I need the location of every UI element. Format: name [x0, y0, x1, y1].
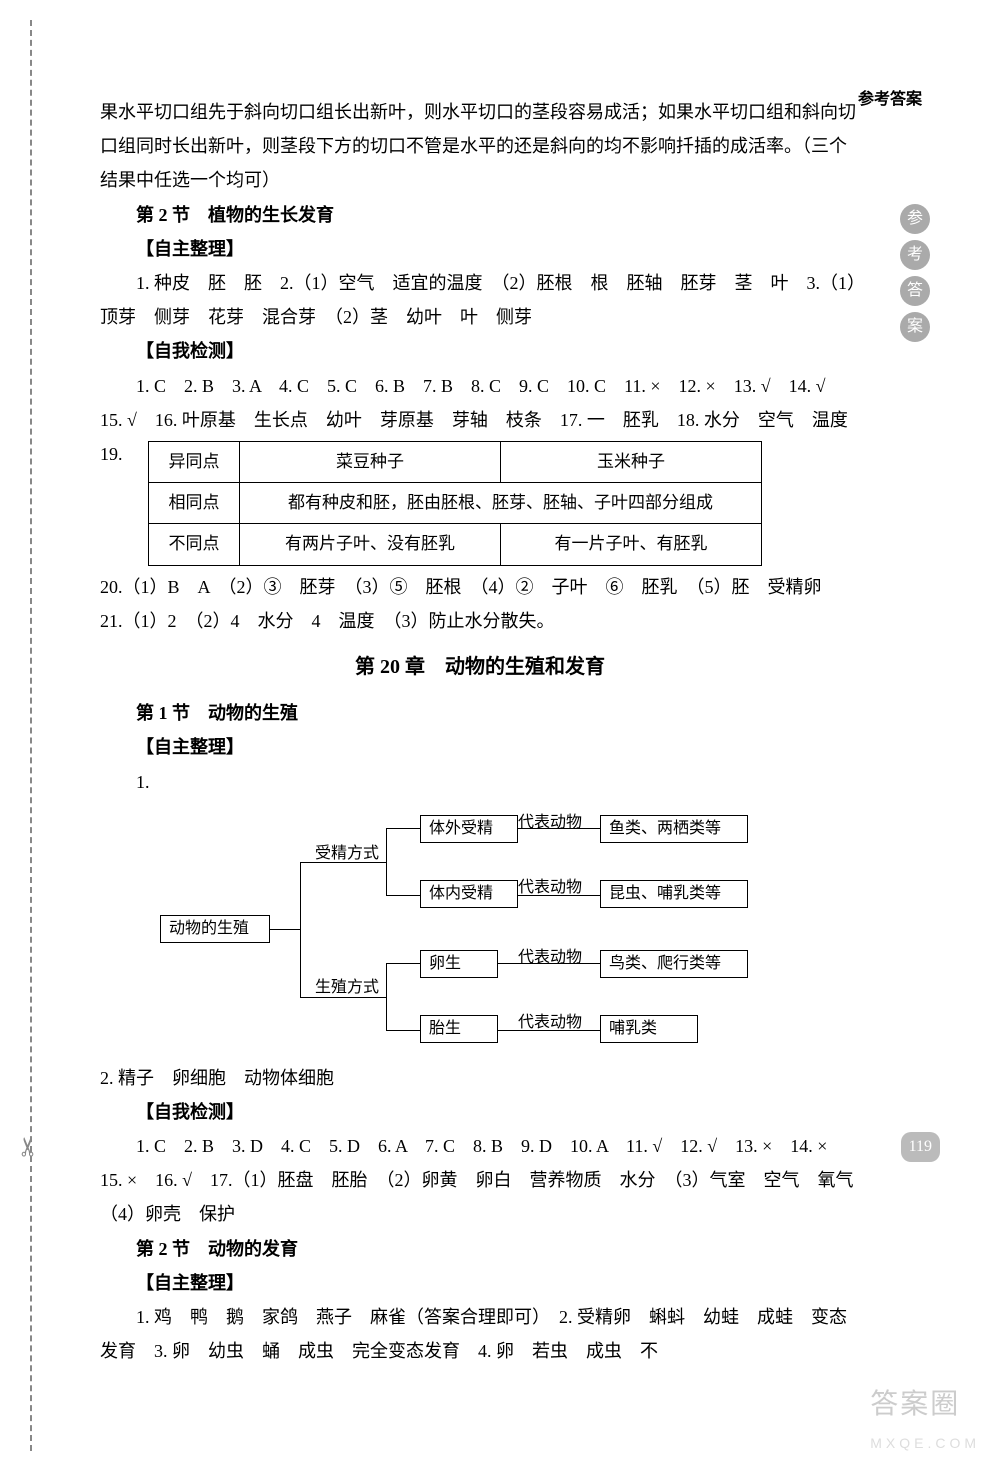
diagram-box-r4: 哺乳类	[600, 1015, 698, 1043]
diagram-box-root: 动物的生殖	[160, 915, 270, 943]
diagram-text-d1: 代表动物	[518, 812, 582, 834]
watermark-main: 答案圈	[870, 1388, 960, 1419]
page-number: 119	[901, 1132, 940, 1162]
watermark: 答案圈 MXQE.COM	[870, 1377, 980, 1457]
ch20-s2-zzzl-text: 1. 鸡 鸭 鹅 家鸽 燕子 麻雀（答案合理即可） 2. 受精卵 蝌蚪 幼蛙 成…	[100, 1300, 860, 1368]
side-tag-char: 案	[900, 312, 930, 342]
reproduction-tree-diagram: 动物的生殖 体外受精体内受精卵生胎生 鱼类、两栖类等昆虫、哺乳类等鸟类、爬行类等哺乳…	[160, 805, 860, 1055]
diagram-text-d2: 代表动物	[518, 877, 582, 899]
ch20-s1-zwjc-label: 【自我检测】	[100, 1095, 860, 1129]
ch20-s1-zzzl-label: 【自主整理】	[100, 730, 860, 764]
ziwojiance-text-2: 20.（1）B A （2）③ 胚芽 （3）⑤ 胚根 （4）② 子叶 ⑥ 胚乳 （…	[100, 570, 860, 638]
intro-paragraph: 果水平切口组先于斜向切口组长出新叶，则水平切口的茎段容易成活；如果水平切口组和斜…	[100, 95, 860, 198]
diagram-box-r1: 鱼类、两栖类等	[600, 815, 748, 843]
diagram-text-t_sz: 生殖方式	[315, 977, 379, 999]
ch20-s2-zzzl-label: 【自主整理】	[100, 1266, 860, 1300]
watermark-sub: MXQE.COM	[870, 1430, 980, 1457]
diagram-text-t_sj: 受精方式	[315, 843, 379, 865]
diagram-box-r3: 鸟类、爬行类等	[600, 950, 748, 978]
diagram-text-d3: 代表动物	[518, 947, 582, 969]
scissor-icon: ✂	[4, 1135, 53, 1157]
diagram-box-b3: 卵生	[420, 950, 498, 978]
ch20-s1-title: 第 1 节 动物的生殖	[100, 696, 860, 730]
ziwojiance-label: 【自我检测】	[100, 334, 860, 368]
side-tag: 参 考 答 案	[885, 200, 945, 344]
diagram-text-d4: 代表动物	[518, 1012, 582, 1034]
binding-line	[30, 20, 32, 1451]
ch20-s1-zwjc-text: 1. C 2. B 3. D 4. C 5. D 6. A 7. C 8. B …	[100, 1129, 860, 1232]
chapter-20-title: 第 20 章 动物的生殖和发育	[100, 648, 860, 686]
ch20-s1-q1-label: 1.	[100, 765, 860, 799]
diagram-box-b4: 胎生	[420, 1015, 498, 1043]
diagram-box-b1: 体外受精	[420, 815, 518, 843]
page-content: 果水平切口组先于斜向切口组长出新叶，则水平切口的茎段容易成活；如果水平切口组和斜…	[100, 95, 860, 1368]
side-tag-char: 参	[900, 204, 930, 234]
ch20-s2-title: 第 2 节 动物的发育	[100, 1232, 860, 1266]
header-right: 参考答案	[850, 85, 930, 115]
q19-label: 19.	[100, 437, 124, 471]
table-19: 异同点菜豆种子玉米种子相同点都有种皮和胚，胚由胚根、胚芽、胚轴、子叶四部分组成不…	[148, 441, 762, 566]
zizhuzhengli-text: 1. 种皮 胚 胚 2.（1）空气 适宜的温度 （2）胚根 根 胚轴 胚芽 茎 …	[100, 266, 860, 334]
zizhuzhengli-label: 【自主整理】	[100, 232, 860, 266]
side-tag-char: 答	[900, 276, 930, 306]
side-tag-char: 考	[900, 240, 930, 270]
diagram-box-b2: 体内受精	[420, 880, 518, 908]
ziwojiance-text-1: 1. C 2. B 3. A 4. C 5. C 6. B 7. B 8. C …	[100, 369, 860, 437]
section-2-title: 第 2 节 植物的生长发育	[100, 198, 860, 232]
ch20-s1-after-diagram: 2. 精子 卵细胞 动物体细胞	[100, 1061, 860, 1095]
diagram-box-r2: 昆虫、哺乳类等	[600, 880, 748, 908]
